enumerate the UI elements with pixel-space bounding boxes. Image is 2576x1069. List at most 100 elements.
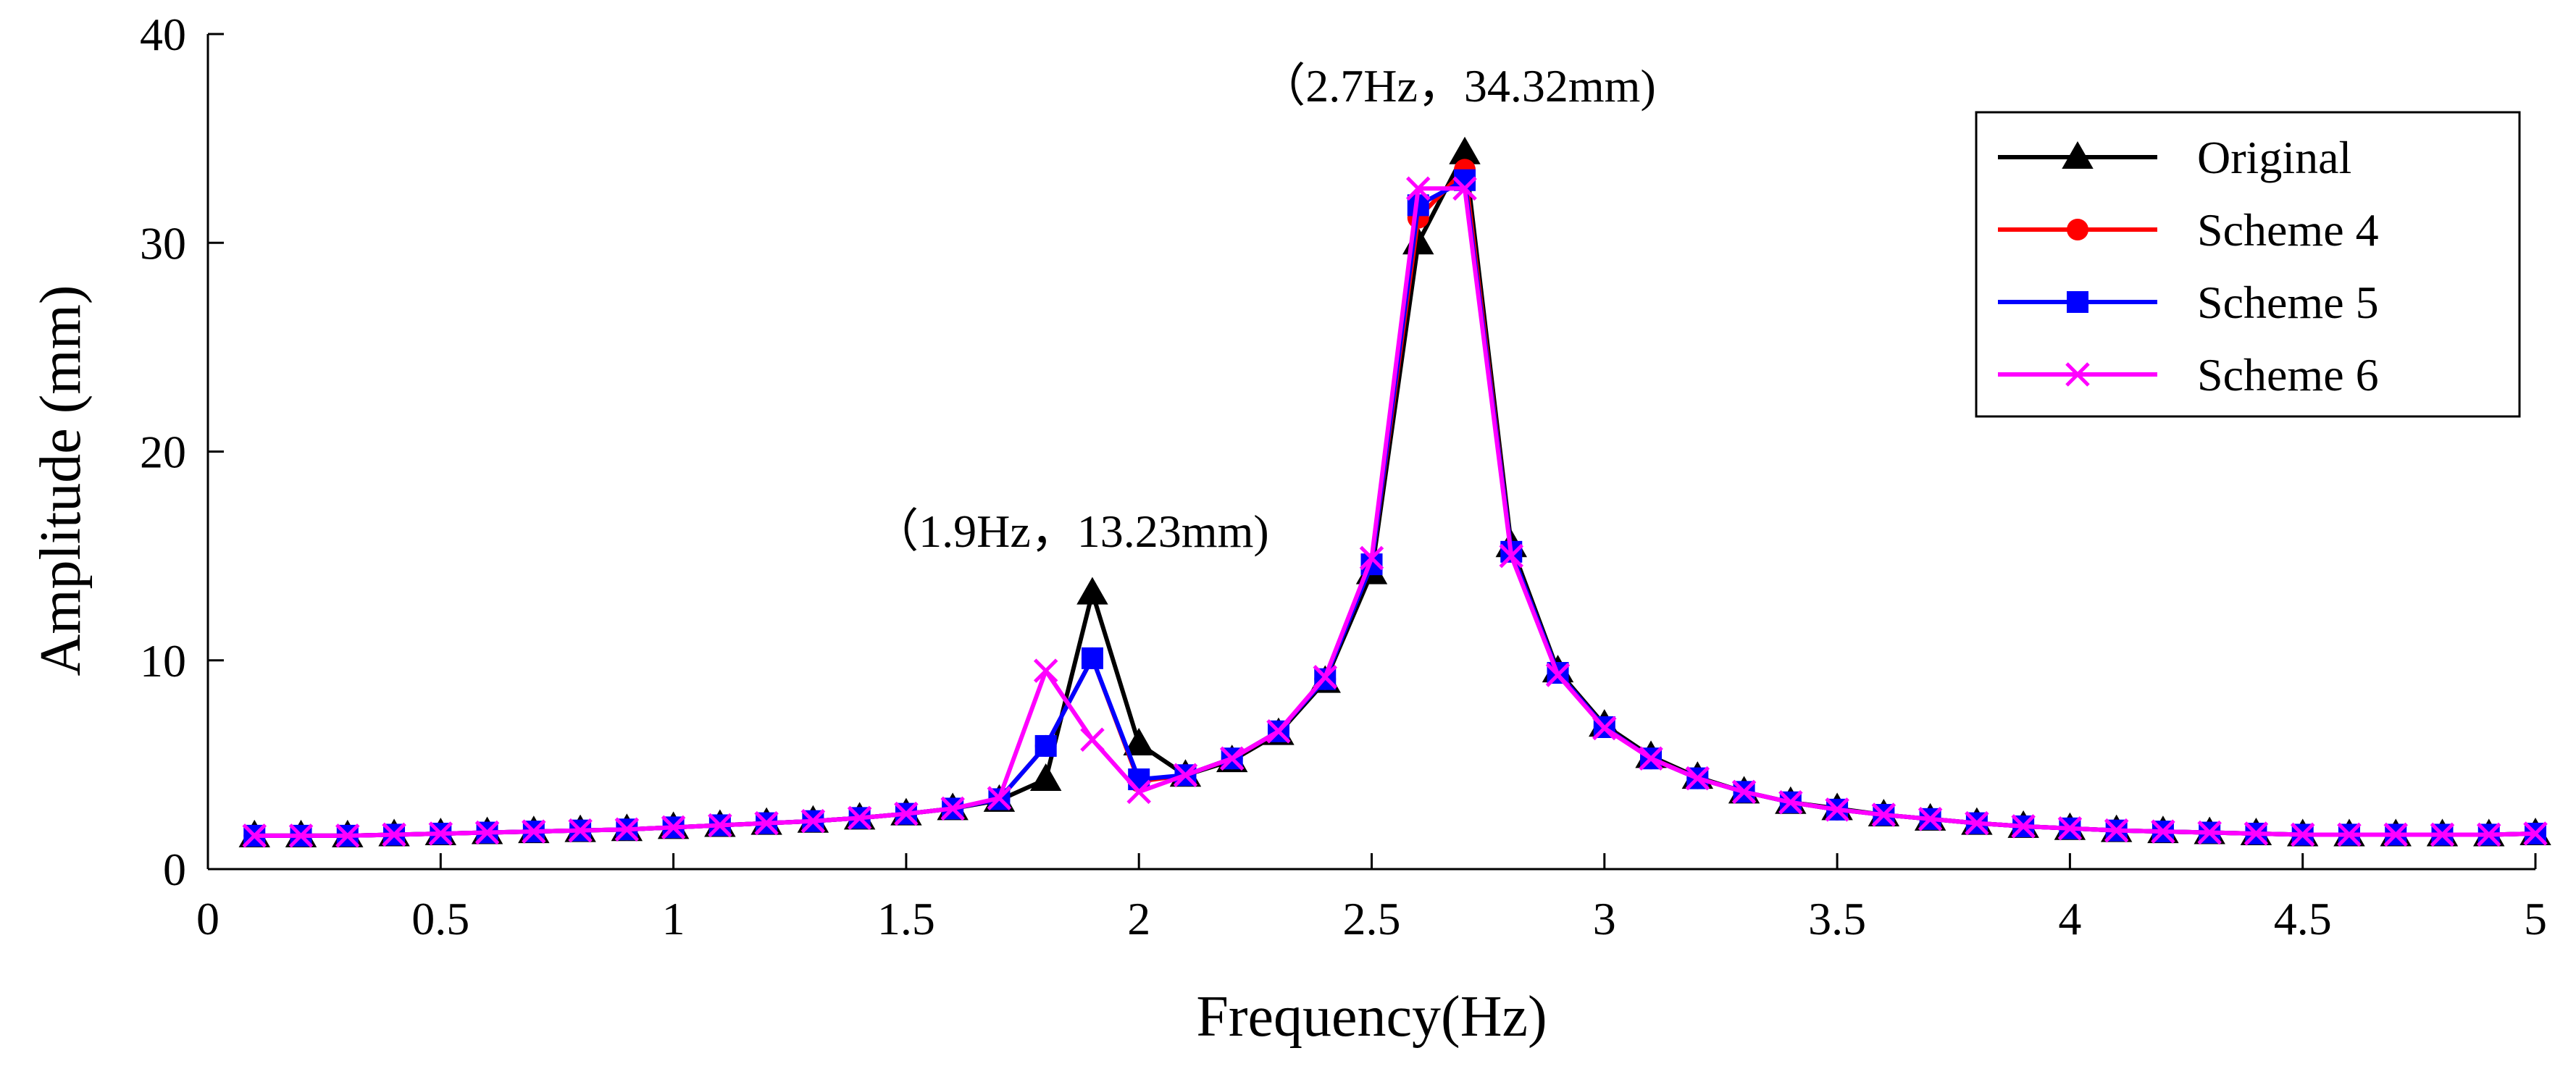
marker-scheme-6 (847, 805, 872, 831)
y-tick-label: 20 (140, 427, 186, 478)
marker-scheme-6 (2476, 822, 2501, 847)
annotation-peak-1: （1.9Hz，13.23mm) (872, 506, 1269, 557)
series-layer (238, 136, 2551, 848)
marker-stroke (2337, 822, 2362, 847)
marker-scheme-6 (474, 820, 500, 845)
marker-stroke (800, 808, 826, 834)
marker-scheme-6 (2290, 822, 2315, 847)
marker-scheme-6 (1499, 543, 1524, 569)
marker-stroke (1173, 763, 1198, 788)
legend-item-scheme-5: Scheme 5 (1998, 277, 2379, 328)
marker-stroke (847, 805, 872, 831)
marker-scheme-6 (522, 819, 546, 844)
marker-original (1029, 763, 1062, 792)
marker-stroke (1778, 789, 1803, 815)
x-axis-ticks: 0 0.5 1 1.5 2 2.5 3 3.5 4 4.5 5 (196, 853, 2547, 944)
x-tick-label: 3.5 (1808, 893, 1866, 944)
marker-stroke (1685, 766, 1710, 791)
marker-stroke (1545, 663, 1571, 687)
marker-stroke (1359, 545, 1384, 571)
y-tick-label: 10 (140, 635, 186, 687)
marker-stroke (1639, 746, 1663, 771)
x-tick-label: 3 (1593, 893, 1616, 944)
marker-scheme-6 (428, 821, 453, 846)
marker-stroke (522, 819, 546, 844)
y-tick-label: 30 (140, 217, 186, 269)
marker-scheme-6 (2057, 816, 2083, 841)
legend-label: Scheme 5 (2197, 277, 2379, 328)
marker-scheme-6 (2197, 820, 2222, 845)
marker-stroke (1080, 727, 1105, 753)
marker-scheme-6 (1033, 658, 1058, 683)
marker-scheme-6 (1918, 807, 1943, 831)
marker-scheme-6 (382, 822, 406, 847)
marker-stroke (288, 823, 314, 848)
marker-legend-original (2062, 141, 2094, 169)
marker-stroke (2383, 822, 2408, 847)
x-tick-label: 4.5 (2274, 893, 2332, 944)
marker-stroke (2430, 822, 2455, 847)
marker-legend-scheme-5 (2067, 291, 2088, 313)
marker-stroke (428, 821, 453, 846)
marker-stroke (1313, 665, 1338, 689)
marker-stroke (2057, 816, 2083, 841)
marker-legend-scheme-4 (2067, 219, 2088, 240)
marker-stroke (2290, 822, 2315, 847)
marker-stroke (708, 813, 732, 838)
marker-stroke (1825, 797, 1849, 822)
marker-scheme-6 (800, 808, 826, 834)
marker-scheme-6 (940, 796, 965, 821)
marker-scheme-6 (2337, 822, 2362, 847)
marker-scheme-6 (614, 817, 640, 842)
marker-original (1076, 577, 1108, 605)
y-axis-ticks: 0 10 20 30 40 (140, 9, 224, 895)
marker-scheme-6 (1545, 663, 1571, 687)
series-scheme-6 (242, 176, 2548, 848)
marker-scheme-6 (2151, 819, 2175, 844)
marker-scheme-6 (2011, 814, 2036, 839)
marker-stroke (2065, 362, 2090, 387)
marker-scheme-6 (1313, 665, 1338, 689)
marker-stroke (940, 796, 965, 821)
x-tick-label: 5 (2524, 893, 2547, 944)
marker-stroke (1592, 716, 1617, 741)
marker-scheme-6 (1731, 779, 1757, 805)
marker-scheme-6 (1871, 802, 1897, 827)
marker-scheme-6 (242, 823, 267, 848)
marker-scheme-6 (894, 801, 919, 826)
annotation-peak-2: （2.7Hz，34.32mm) (1259, 60, 1656, 112)
marker-stroke (2011, 814, 2036, 839)
x-tick-label: 1 (662, 893, 685, 944)
marker-scheme-6 (987, 786, 1012, 810)
series-line-scheme-6 (254, 186, 2536, 838)
x-tick-label: 0 (196, 893, 219, 944)
marker-scheme-6 (1825, 797, 1849, 822)
x-tick-label: 4 (2058, 893, 2081, 944)
marker-scheme-6 (1219, 746, 1245, 771)
marker-scheme-6 (1639, 746, 1663, 771)
marker-stroke (894, 801, 919, 826)
marker-stroke (661, 815, 686, 840)
marker-scheme-6 (661, 815, 686, 840)
marker-stroke (568, 818, 593, 843)
marker-stroke (614, 817, 640, 842)
legend-item-scheme-4: Scheme 4 (1998, 204, 2379, 256)
legend-label: Scheme 6 (2197, 349, 2379, 401)
marker-stroke (1731, 779, 1757, 805)
y-tick-label: 0 (163, 844, 186, 895)
marker-scheme-6 (2383, 822, 2408, 847)
marker-stroke (987, 786, 1012, 810)
marker-scheme-6 (1126, 779, 1151, 805)
x-axis-title: Frequency(Hz) (1196, 985, 1547, 1049)
marker-stroke (2197, 820, 2222, 845)
y-tick-label: 40 (140, 9, 186, 60)
marker-stroke (242, 823, 267, 848)
marker-scheme-6 (1965, 810, 1989, 836)
marker-stroke (1126, 779, 1151, 805)
marker-scheme-6 (708, 813, 732, 838)
marker-stroke (1266, 718, 1291, 744)
x-tick-label: 1.5 (877, 893, 935, 944)
marker-stroke (1219, 746, 1245, 771)
marker-stroke (2476, 822, 2501, 847)
